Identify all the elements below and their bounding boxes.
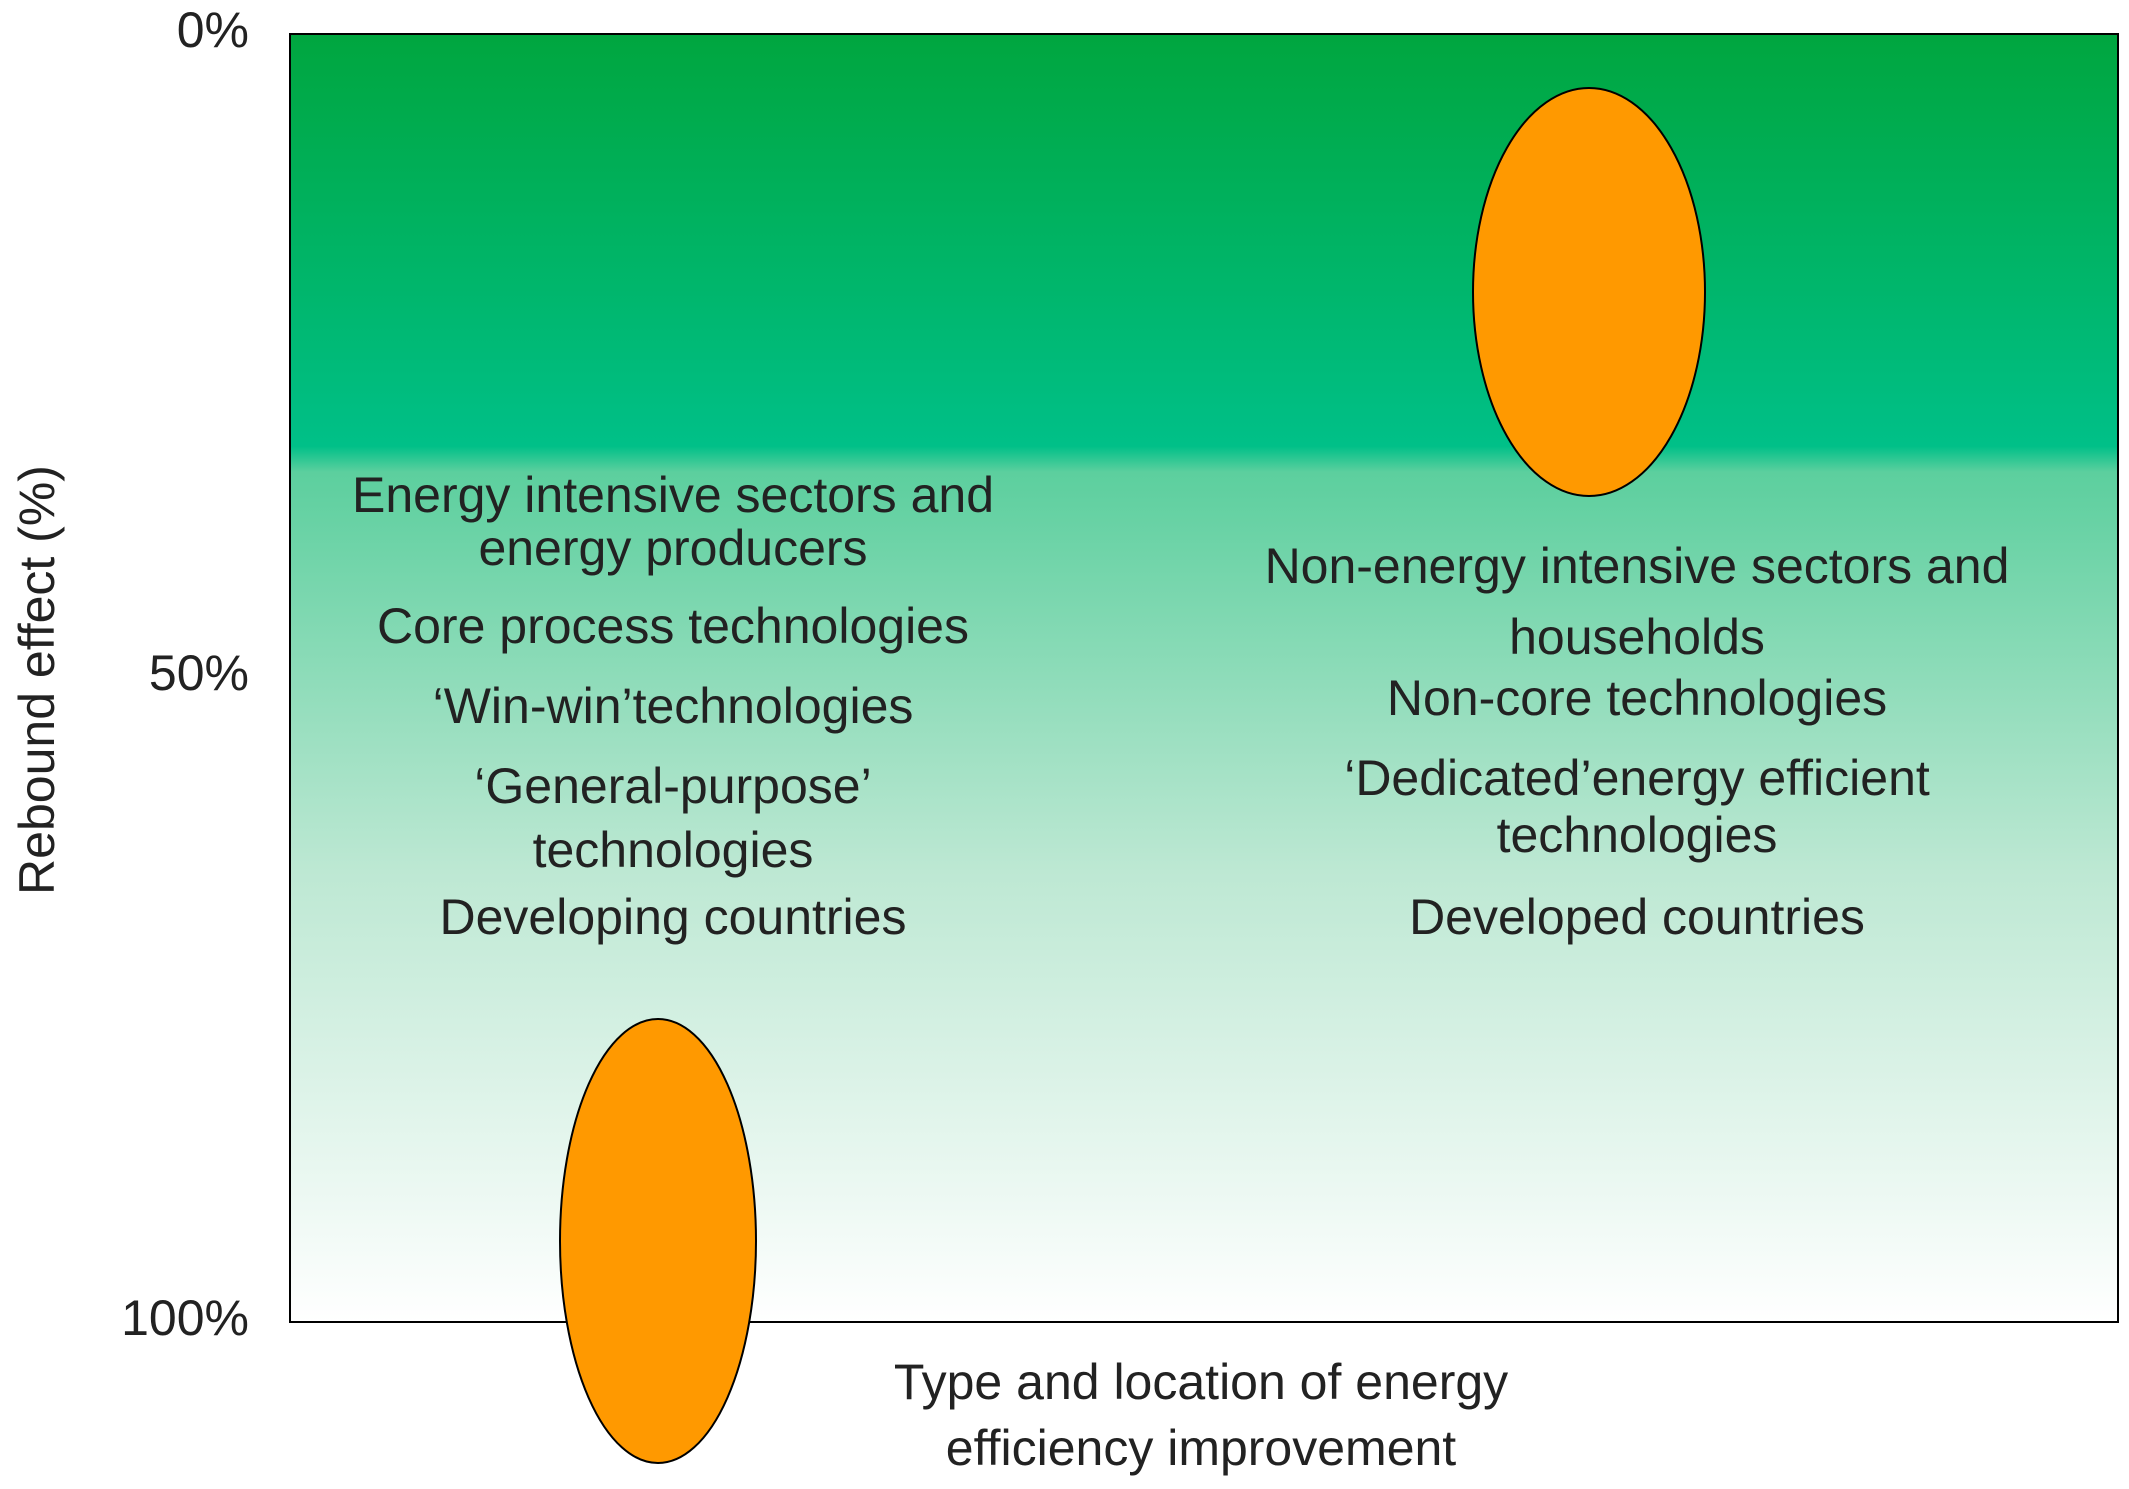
group-text: ‘General-purpose’	[474, 758, 871, 814]
group-text: Developing countries	[440, 889, 907, 945]
y-tick-label: 100%	[121, 1290, 249, 1346]
range-ellipse	[559, 1018, 757, 1464]
group-text: ‘Dedicated’energy efficient	[1344, 750, 1930, 806]
y-tick-label: 50%	[149, 645, 249, 701]
x-axis-label: Type and location of energy	[894, 1354, 1508, 1410]
y-axis-label: Rebound effect (%)	[9, 465, 65, 895]
group-text: technologies	[533, 822, 814, 878]
group-text: technologies	[1497, 807, 1778, 863]
group-text: energy producers	[478, 520, 867, 576]
group-text: Developed countries	[1409, 889, 1865, 945]
y-tick-label: 0%	[177, 2, 249, 58]
group-text: households	[1509, 609, 1765, 665]
group-text: ‘Win-win’technologies	[433, 678, 914, 734]
group-text: Core process technologies	[377, 598, 969, 654]
group-text: Non-energy intensive sectors and	[1265, 538, 2010, 594]
range-ellipse	[1472, 87, 1706, 497]
group-text: Non-core technologies	[1387, 670, 1887, 726]
x-axis-label: efficiency improvement	[946, 1420, 1457, 1476]
group-text: Energy intensive sectors and	[352, 467, 994, 523]
